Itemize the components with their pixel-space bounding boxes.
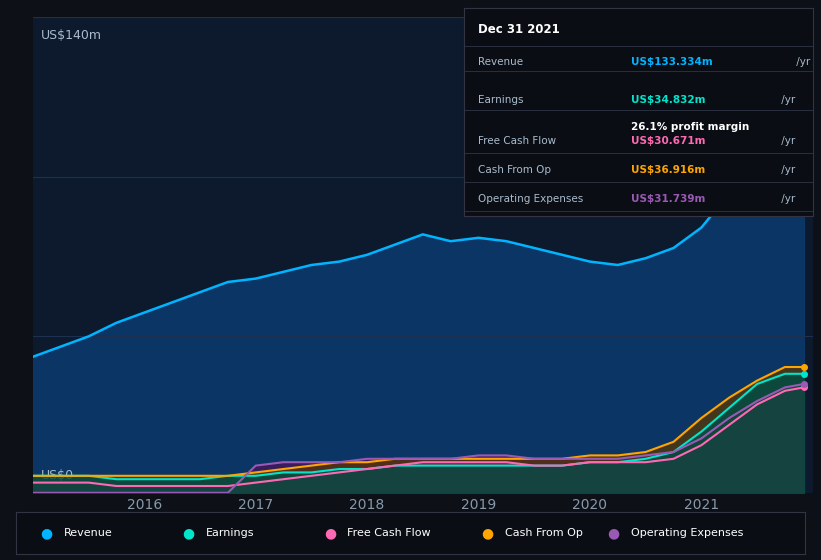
Text: ●: ● xyxy=(323,526,336,540)
Text: Free Cash Flow: Free Cash Flow xyxy=(478,136,556,146)
Text: Operating Expenses: Operating Expenses xyxy=(631,529,744,538)
Text: /yr: /yr xyxy=(778,194,796,204)
Text: US$31.739m: US$31.739m xyxy=(631,194,706,204)
Text: /yr: /yr xyxy=(792,57,810,67)
Text: /yr: /yr xyxy=(778,165,796,175)
Text: US$30.671m: US$30.671m xyxy=(631,136,706,146)
Text: 26.1% profit margin: 26.1% profit margin xyxy=(631,122,750,132)
Text: Free Cash Flow: Free Cash Flow xyxy=(347,529,431,538)
Text: US$34.832m: US$34.832m xyxy=(631,95,706,105)
Text: ●: ● xyxy=(40,526,53,540)
Text: Revenue: Revenue xyxy=(64,529,112,538)
Text: US$0: US$0 xyxy=(41,469,74,482)
Text: US$140m: US$140m xyxy=(41,29,102,41)
Text: Revenue: Revenue xyxy=(478,57,523,67)
Text: Operating Expenses: Operating Expenses xyxy=(478,194,583,204)
Text: Earnings: Earnings xyxy=(205,529,254,538)
Text: Cash From Op: Cash From Op xyxy=(478,165,551,175)
Text: ●: ● xyxy=(481,526,493,540)
Text: US$133.334m: US$133.334m xyxy=(631,57,713,67)
Text: Cash From Op: Cash From Op xyxy=(505,529,583,538)
Text: Earnings: Earnings xyxy=(478,95,523,105)
Text: US$36.916m: US$36.916m xyxy=(631,165,705,175)
Text: ●: ● xyxy=(608,526,620,540)
Text: ●: ● xyxy=(182,526,194,540)
Text: /yr: /yr xyxy=(778,95,796,105)
Text: Dec 31 2021: Dec 31 2021 xyxy=(478,23,560,36)
Text: /yr: /yr xyxy=(778,136,796,146)
